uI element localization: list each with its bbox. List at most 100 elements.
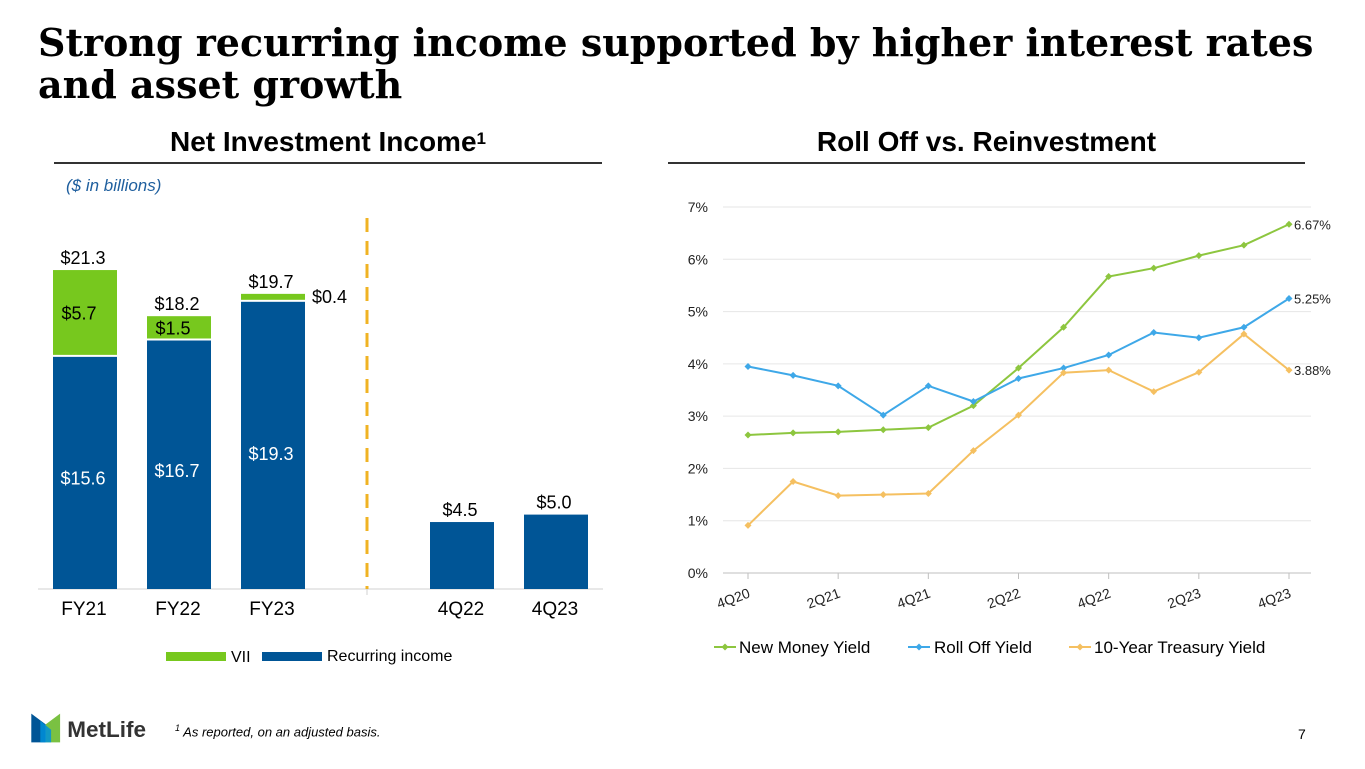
recurring-income-bar: [241, 301, 305, 589]
vii-bar: [241, 293, 305, 300]
bar-category-label: 4Q23: [532, 599, 578, 620]
x-tick-label: 2Q22: [985, 585, 1023, 612]
treasury-yield-line: [747, 332, 1290, 527]
bar-category-label: FY22: [155, 599, 200, 620]
new-money-yield-point: [1195, 252, 1203, 260]
y-tick-label: 0%: [688, 565, 708, 581]
new-money-yield-point: [834, 428, 842, 436]
vii-value-label: $1.5: [155, 318, 190, 338]
roll-off-yield-end-label: 5.25%: [1294, 292, 1331, 307]
total-value-label: $5.0: [536, 493, 571, 513]
nii-title-superscript: 1: [476, 129, 486, 148]
page-number: 7: [1298, 726, 1306, 742]
recurring-value-label: $16.7: [154, 461, 199, 481]
new-money-yield-point: [969, 402, 977, 410]
recurring-income-bar: [53, 356, 117, 589]
new-money-yield-point: [1150, 264, 1158, 272]
roll-off-yield-point: [1240, 323, 1248, 331]
treasury-yield-end-label: 3.88%: [1294, 363, 1331, 378]
new-money-yield-point: [744, 431, 752, 439]
logo-text: MetLife: [67, 717, 146, 742]
vii-value-label: $5.7: [61, 303, 96, 323]
legend-treasury-yield-marker: [1076, 643, 1084, 651]
y-tick-label: 3%: [688, 408, 708, 424]
roll-off-yield-line: [747, 297, 1290, 417]
slide-title: Strong recurring income supported by hig…: [38, 20, 1314, 107]
treasury-yield-point: [1015, 411, 1022, 419]
y-tick-label: 4%: [688, 356, 708, 372]
treasury-yield-point: [1195, 368, 1203, 376]
treasury-yield-point: [1240, 330, 1248, 338]
treasury-yield-point: [1105, 366, 1113, 374]
y-tick-label: 1%: [688, 513, 708, 529]
y-tick-label: 2%: [688, 460, 708, 476]
roll-off-yield-point: [744, 362, 752, 370]
new-money-yield-point: [1015, 364, 1022, 372]
new-money-yield-line: [747, 223, 1290, 436]
y-tick-label: 5%: [688, 304, 708, 320]
new-money-yield-point: [924, 424, 932, 432]
roll-off-yield-point: [1285, 295, 1293, 302]
total-value-label: $21.3: [60, 248, 105, 268]
legend-vii-swatch: [166, 652, 226, 661]
roll-off-yield-point: [1015, 374, 1022, 382]
legend-treasury-yield-label: 10-Year Treasury Yield: [1094, 638, 1265, 657]
x-tick-label: 4Q21: [895, 585, 933, 612]
x-tick-label: 4Q23: [1255, 585, 1293, 612]
nii-title-text: Net Investment Income: [170, 126, 477, 157]
metlife-logo: MetLife: [31, 713, 146, 743]
treasury-yield-point: [1285, 366, 1293, 374]
roll-off-yield-point: [1150, 328, 1158, 336]
x-tick-label: 2Q23: [1165, 585, 1203, 612]
treasury-yield-point: [789, 478, 797, 485]
treasury-yield-point: [924, 490, 932, 498]
total-value-label: $4.5: [442, 500, 477, 520]
vii-bar: [53, 270, 117, 355]
total-value-label: $19.7: [248, 272, 293, 292]
roll-off-yield-point: [834, 382, 842, 390]
new-money-yield-point: [1060, 323, 1068, 331]
legend-recurring-swatch: [262, 652, 322, 661]
roll-off-yield-point: [969, 398, 977, 406]
legend-roll-off-yield-marker: [915, 643, 923, 651]
recurring-income-bar: [430, 522, 494, 589]
legend-new-money-yield-label: New Money Yield: [739, 638, 870, 657]
bar-category-label: FY23: [249, 599, 294, 620]
roll-off-yield-point: [924, 382, 932, 390]
vii-value-label: $0.4: [312, 287, 347, 307]
roll-off-yield-point: [789, 371, 797, 379]
footnote: 1 As reported, on an adjusted basis.: [175, 723, 380, 739]
legend-roll-off-yield-label: Roll Off Yield: [934, 638, 1032, 657]
treasury-yield-point: [1150, 388, 1158, 396]
footnote-marker: 1: [175, 723, 181, 733]
treasury-yield-point: [744, 521, 752, 529]
roll-off-yield-point: [1195, 334, 1203, 342]
roll-off-yield-point: [1060, 364, 1068, 372]
bar-category-label: 4Q22: [438, 599, 484, 620]
roll-off-title-rule: [668, 162, 1305, 164]
recurring-value-label: $15.6: [60, 469, 105, 489]
recurring-income-bar: [147, 340, 211, 589]
recurring-income-bar: [524, 514, 588, 589]
nii-title-rule: [54, 162, 602, 164]
legend-recurring-label: Recurring income: [327, 648, 452, 665]
legend-vii-label: VII: [231, 649, 251, 666]
y-tick-label: 6%: [688, 251, 708, 267]
treasury-yield-point: [1060, 369, 1068, 377]
roll-off-yield-point: [879, 411, 887, 419]
vii-bar: [147, 316, 211, 339]
recurring-value-label: $19.3: [248, 444, 293, 464]
y-tick-label: 7%: [688, 199, 708, 215]
treasury-yield-point: [879, 491, 887, 499]
bar-category-label: FY21: [61, 599, 106, 620]
x-tick-label: 2Q21: [805, 585, 843, 612]
nii-chart-title: Net Investment Income1: [54, 124, 602, 160]
units-label: ($ in billions): [66, 176, 162, 195]
new-money-yield-point: [879, 426, 887, 434]
roll-off-chart-title: Roll Off vs. Reinvestment: [816, 126, 1157, 157]
new-money-yield-point: [1105, 273, 1113, 281]
footnote-text: As reported, on an adjusted basis.: [183, 724, 381, 740]
new-money-yield-point: [1285, 220, 1293, 228]
new-money-yield-point: [1240, 241, 1248, 249]
